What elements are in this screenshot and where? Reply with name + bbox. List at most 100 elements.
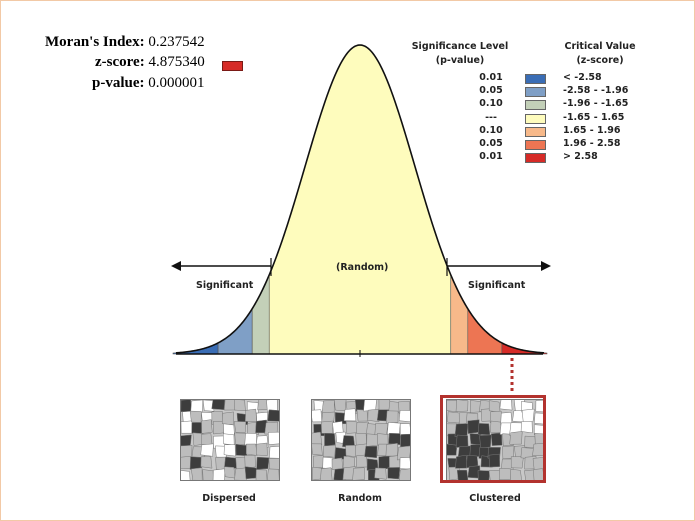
legend-crit-header: Critical Value (z-score) (555, 40, 645, 68)
map-region (479, 434, 492, 449)
random-map (311, 399, 411, 481)
map-region (212, 468, 226, 480)
map-region (268, 458, 279, 471)
map-region (510, 456, 524, 469)
map-region (321, 400, 335, 414)
map-region (400, 433, 410, 448)
map-region (312, 409, 323, 423)
morans-index-row: Moran's Index: 0.237542 (45, 34, 205, 51)
map-region (333, 467, 347, 480)
map-region (200, 443, 214, 457)
legend-zscore: 1.65 - 1.96 (563, 124, 621, 136)
legend-swatch (525, 74, 546, 84)
map-region (245, 443, 258, 456)
map-region (398, 468, 410, 480)
pvalue-row: p-value: 0.000001 (92, 75, 205, 92)
legend-zscore: -1.96 - -1.65 (563, 98, 629, 110)
map-region (312, 455, 325, 469)
map-region (488, 469, 501, 480)
map-region (267, 409, 279, 422)
map-region (387, 467, 401, 480)
map-region (312, 443, 323, 456)
map-region (398, 410, 410, 422)
dispersed-caption: Dispersed (202, 493, 256, 504)
map-region (321, 420, 334, 434)
map-region (200, 456, 213, 469)
map-region (334, 412, 347, 425)
map-region (181, 470, 191, 480)
map-region (374, 467, 387, 480)
zscore-label: z-score: (95, 54, 145, 70)
map-region (385, 410, 399, 424)
map-region (324, 433, 336, 447)
map-region (234, 467, 247, 480)
map-region (521, 408, 535, 423)
dispersed-map (180, 399, 280, 481)
legend-zscore: -2.58 - -1.96 (563, 85, 629, 97)
legend-pvalue: 0.10 (479, 124, 503, 136)
zscore-value: 4.875340 (148, 54, 205, 70)
map-region (256, 456, 270, 470)
map-region (346, 421, 358, 434)
map-region (388, 433, 401, 445)
map-region (235, 443, 248, 456)
map-region (269, 446, 279, 459)
map-region (534, 433, 545, 445)
map-region (534, 412, 545, 425)
map-region (191, 467, 203, 480)
legend-pvalue: 0.05 (479, 85, 503, 97)
map-region (399, 423, 410, 436)
right-significant-label: Significant (468, 280, 526, 291)
morans-index-value: 0.237542 (148, 34, 205, 50)
legend-zscore: < -2.58 (563, 72, 602, 83)
legend-sig-header-line1: Significance Level (411, 41, 509, 52)
map-region (367, 408, 381, 422)
legend-swatch (525, 140, 546, 150)
pvalue-label: p-value: (92, 75, 145, 91)
map-region (255, 469, 268, 480)
legend-pvalue: 0.01 (479, 72, 503, 83)
map-region (447, 443, 458, 456)
legend-swatch (525, 100, 546, 111)
map-region (524, 469, 537, 480)
map-region (455, 400, 469, 412)
map-region (312, 431, 323, 447)
map-region (374, 422, 389, 436)
morans-index-label: Moran's Index: (45, 34, 145, 50)
map-region (256, 442, 268, 456)
map-region (245, 408, 257, 423)
left-significant-label: Significant (196, 280, 254, 291)
map-region (223, 466, 236, 479)
map-region (343, 408, 357, 422)
map-region (447, 411, 461, 424)
map-region (234, 400, 246, 412)
curve-band (450, 274, 469, 355)
map-region (509, 431, 523, 445)
map-region (345, 445, 357, 458)
map-region (477, 470, 490, 480)
zscore-row: z-score: 4.875340 (95, 54, 205, 71)
legend-zscore: 1.96 - 2.58 (563, 138, 621, 149)
map-region (377, 433, 389, 446)
map-region (520, 421, 533, 434)
map-region (364, 446, 378, 459)
curve-outline (175, 44, 545, 354)
map-region (490, 432, 503, 446)
map-region (455, 454, 468, 469)
map-region (387, 422, 401, 435)
legend-zscore: -1.65 - 1.65 (563, 111, 625, 123)
pvalue-value: 0.000001 (148, 75, 205, 91)
map-region (266, 468, 279, 480)
map-region (499, 400, 513, 411)
map-region (211, 400, 226, 410)
map-region (181, 400, 193, 412)
map-region (189, 456, 203, 470)
map-region (189, 410, 202, 423)
map-region (322, 445, 336, 458)
map-region (533, 468, 545, 480)
map-region (222, 411, 234, 425)
map-region (320, 467, 333, 480)
map-region (202, 469, 214, 480)
legend-crit-header-line2: (z-score) (576, 55, 624, 66)
map-region (190, 400, 204, 413)
